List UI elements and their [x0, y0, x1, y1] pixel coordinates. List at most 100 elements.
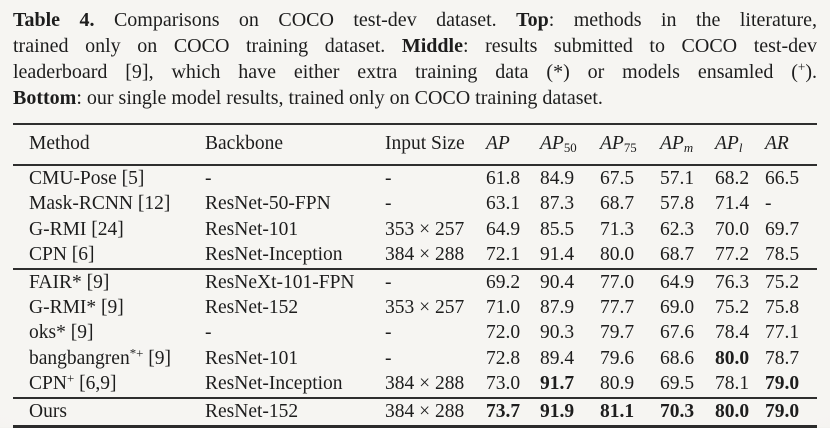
text-segment: 384 × 288: [385, 244, 465, 266]
text-segment: 91.9: [540, 400, 575, 422]
cell-ap75: 79.7: [600, 320, 660, 345]
cell-apm: 68.7: [660, 242, 715, 268]
text-segment: 63.1: [486, 193, 521, 215]
text-segment: G-RMI [24]: [29, 218, 124, 240]
text-segment: 78.5: [765, 244, 800, 266]
text-segment: ).: [805, 61, 817, 83]
table-row: G-RMI [24] ResNet-101 353 × 257 64.9 85.5 71.…: [13, 217, 817, 242]
cell-apm: 64.9: [660, 269, 715, 295]
cell-ar: -: [765, 191, 817, 216]
text-segment: 69.7: [765, 218, 800, 240]
text-segment: 80.0: [600, 244, 635, 266]
cell-apl: 70.0: [715, 217, 765, 242]
cell-backbone: ResNeXt-101-FPN: [205, 269, 385, 295]
cell-input-size: -: [385, 269, 486, 295]
text-segment: 77.1: [765, 322, 800, 344]
text-segment: Table 4.: [13, 9, 95, 31]
cell-ap50: 87.3: [540, 191, 600, 216]
text-segment: 77.7: [600, 297, 635, 319]
superscript-text: +: [797, 59, 806, 75]
cell-ar: 78.7: [765, 346, 817, 371]
column-header-method: Method: [13, 124, 205, 165]
cell-ar: 79.0: [765, 398, 817, 427]
text-segment: : methods in the literature,: [548, 9, 818, 31]
text-segment: 69.2: [486, 271, 521, 293]
cell-ap50: 91.7: [540, 371, 600, 397]
cell-ap50: 90.4: [540, 269, 600, 295]
text-segment: 80.0: [715, 347, 750, 369]
header-row: Method Backbone Input Size AP AP50 AP75 APm APl…: [13, 124, 817, 165]
text-segment: FAIR* [9]: [29, 271, 110, 293]
text-segment: oks* [9]: [29, 322, 94, 344]
cell-ap50: 85.5: [540, 217, 600, 242]
cell-input-size: 384 × 288: [385, 398, 486, 427]
text-segment: 79.0: [765, 373, 800, 395]
table-row: Mask-RCNN [12] ResNet-50-FPN - 63.1 87.3 68.7…: [13, 191, 817, 216]
text-segment: 90.3: [540, 322, 575, 344]
text-segment: 75.2: [715, 297, 750, 319]
text-segment: 71.3: [600, 218, 635, 240]
text-segment: 91.7: [540, 373, 575, 395]
table-row: G-RMI* [9] ResNet-152 353 × 257 71.0 87.9 77.…: [13, 295, 817, 320]
superscript-text: *+: [129, 346, 144, 361]
text-segment: CMU-Pose [5]: [29, 168, 145, 189]
column-header-ap50: AP50: [540, 124, 600, 165]
cell-ap: 73.0: [486, 371, 540, 397]
text-segment: 75.8: [765, 297, 800, 319]
column-header-ap75: AP75: [600, 124, 660, 165]
text-segment: 67.6: [660, 322, 695, 344]
cell-ar: 75.2: [765, 269, 817, 295]
cell-ap75: 77.7: [600, 295, 660, 320]
cell-backbone: -: [205, 320, 385, 345]
cell-input-size: 353 × 257: [385, 217, 486, 242]
text-segment: 384 × 288: [385, 400, 465, 422]
text-segment: 71.4: [715, 193, 750, 215]
column-header-backbone: Backbone: [205, 124, 385, 165]
cell-input-size: -: [385, 191, 486, 216]
text-segment: 66.5: [765, 168, 800, 189]
cell-backbone: ResNet-50-FPN: [205, 191, 385, 216]
text-segment: 76.3: [715, 271, 750, 293]
text-segment: -: [385, 168, 392, 189]
text-segment: 73.0: [486, 373, 521, 395]
text-segment: -: [205, 322, 212, 344]
cell-apm: 70.3: [660, 398, 715, 427]
cell-input-size: 353 × 257: [385, 295, 486, 320]
caption-line: Bottom: our single model results, traine…: [13, 85, 817, 111]
text-segment: -: [385, 271, 392, 293]
text-segment: : our single model results, trained only…: [76, 87, 603, 109]
cell-ap50: 89.4: [540, 346, 600, 371]
text-segment: Input Size: [385, 133, 465, 154]
text-segment: 67.5: [600, 168, 635, 189]
text-segment: ResNet-Inception: [205, 373, 343, 395]
table-caption: Table 4. Comparisons on COCO test-dev da…: [13, 7, 817, 111]
text-segment: ResNeXt-101-FPN: [205, 271, 355, 293]
text-segment: 71.0: [486, 297, 521, 319]
text-segment: 62.3: [660, 218, 695, 240]
cell-method: CMU-Pose [5]: [13, 165, 205, 191]
text-segment: 79.0: [765, 400, 800, 422]
cell-backbone: ResNet-Inception: [205, 371, 385, 397]
cell-ap75: 71.3: [600, 217, 660, 242]
cell-ap50: 84.9: [540, 165, 600, 191]
cell-ar: 75.8: [765, 295, 817, 320]
cell-method: G-RMI [24]: [13, 217, 205, 242]
text-segment: -: [385, 193, 392, 215]
cell-method: G-RMI* [9]: [13, 295, 205, 320]
cell-backbone: ResNet-152: [205, 295, 385, 320]
text-segment: 72.0: [486, 322, 521, 344]
text-segment: ResNet-101: [205, 218, 299, 240]
table-row: FAIR* [9] ResNeXt-101-FPN - 69.2 90.4 77.0 64.…: [13, 269, 817, 295]
cell-apl: 76.3: [715, 269, 765, 295]
cell-ar: 66.5: [765, 165, 817, 191]
text-segment: ResNet-Inception: [205, 244, 343, 266]
table-row: CMU-Pose [5] - - 61.8 84.9 67.5 57.1 68.2 66.5: [13, 165, 817, 191]
text-segment: Top: [516, 9, 549, 31]
cell-ap: 61.8: [486, 165, 540, 191]
cell-ap75: 81.1: [600, 398, 660, 427]
table-row: CPN+ [6,9] ResNet-Inception 384 × 288 73.0 9…: [13, 371, 817, 398]
caption-line: leaderboard [9], which have either extra…: [13, 59, 817, 85]
cell-ap75: 67.5: [600, 165, 660, 191]
text-segment: AP: [540, 133, 564, 154]
cell-method: CPN [6]: [13, 242, 205, 268]
